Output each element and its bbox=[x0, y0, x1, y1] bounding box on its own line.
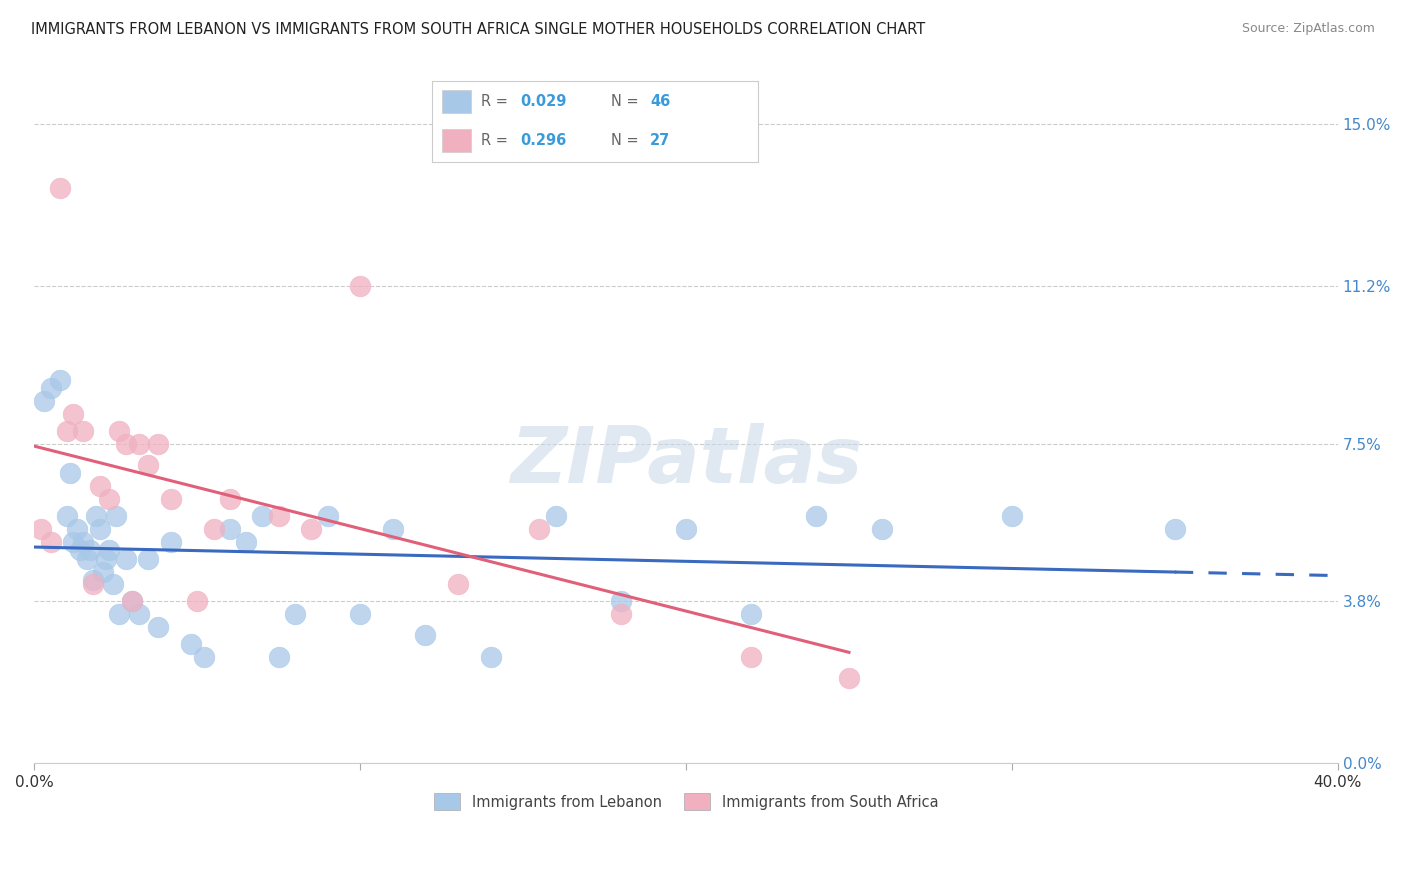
Point bbox=[66, 522, 89, 536]
Point bbox=[108, 607, 131, 622]
Point bbox=[381, 522, 404, 536]
Point bbox=[84, 509, 107, 524]
Point bbox=[101, 577, 124, 591]
Point bbox=[76, 551, 98, 566]
Point bbox=[267, 649, 290, 664]
Point bbox=[138, 551, 160, 566]
Point bbox=[39, 534, 62, 549]
Point bbox=[148, 436, 170, 450]
Point bbox=[349, 607, 371, 622]
Point bbox=[544, 509, 567, 524]
Point bbox=[79, 543, 101, 558]
Point bbox=[1164, 522, 1187, 536]
Point bbox=[108, 424, 131, 438]
Point bbox=[114, 551, 136, 566]
Point bbox=[62, 534, 84, 549]
Point bbox=[94, 551, 117, 566]
Legend: Immigrants from Lebanon, Immigrants from South Africa: Immigrants from Lebanon, Immigrants from… bbox=[427, 788, 943, 816]
Point bbox=[39, 381, 62, 395]
Point bbox=[62, 407, 84, 421]
Point bbox=[49, 180, 72, 194]
Point bbox=[82, 573, 104, 587]
Point bbox=[267, 509, 290, 524]
Point bbox=[30, 522, 52, 536]
Point bbox=[316, 509, 339, 524]
Point bbox=[349, 278, 371, 293]
Point bbox=[72, 424, 94, 438]
Point bbox=[121, 594, 143, 608]
Point bbox=[98, 491, 121, 506]
Point bbox=[675, 522, 697, 536]
Point bbox=[128, 607, 150, 622]
Text: IMMIGRANTS FROM LEBANON VS IMMIGRANTS FROM SOUTH AFRICA SINGLE MOTHER HOUSEHOLDS: IMMIGRANTS FROM LEBANON VS IMMIGRANTS FR… bbox=[31, 22, 925, 37]
Point bbox=[49, 372, 72, 386]
Point bbox=[838, 671, 860, 685]
Point bbox=[610, 607, 633, 622]
Point bbox=[186, 594, 208, 608]
Point bbox=[806, 509, 828, 524]
Point bbox=[104, 509, 127, 524]
Point bbox=[415, 628, 437, 642]
Point bbox=[252, 509, 274, 524]
Point bbox=[72, 534, 94, 549]
Point bbox=[56, 424, 79, 438]
Point bbox=[180, 637, 202, 651]
Point bbox=[870, 522, 893, 536]
Point bbox=[235, 534, 257, 549]
Point bbox=[114, 436, 136, 450]
Point bbox=[91, 565, 114, 579]
Point bbox=[610, 594, 633, 608]
Text: ZIPatlas: ZIPatlas bbox=[510, 423, 862, 499]
Point bbox=[447, 577, 470, 591]
Point bbox=[89, 479, 111, 493]
Point bbox=[69, 543, 91, 558]
Point bbox=[740, 607, 762, 622]
Point bbox=[479, 649, 502, 664]
Point bbox=[740, 649, 762, 664]
Point bbox=[219, 522, 242, 536]
Point bbox=[193, 649, 215, 664]
Point bbox=[82, 577, 104, 591]
Point bbox=[89, 522, 111, 536]
Point bbox=[98, 543, 121, 558]
Text: Source: ZipAtlas.com: Source: ZipAtlas.com bbox=[1241, 22, 1375, 36]
Point bbox=[138, 458, 160, 472]
Point bbox=[299, 522, 322, 536]
Point bbox=[32, 393, 55, 408]
Point bbox=[59, 467, 82, 481]
Point bbox=[284, 607, 307, 622]
Point bbox=[160, 491, 183, 506]
Point bbox=[56, 509, 79, 524]
Point bbox=[128, 436, 150, 450]
Point bbox=[1001, 509, 1024, 524]
Point bbox=[160, 534, 183, 549]
Point bbox=[121, 594, 143, 608]
Point bbox=[148, 620, 170, 634]
Point bbox=[529, 522, 551, 536]
Point bbox=[219, 491, 242, 506]
Point bbox=[202, 522, 225, 536]
